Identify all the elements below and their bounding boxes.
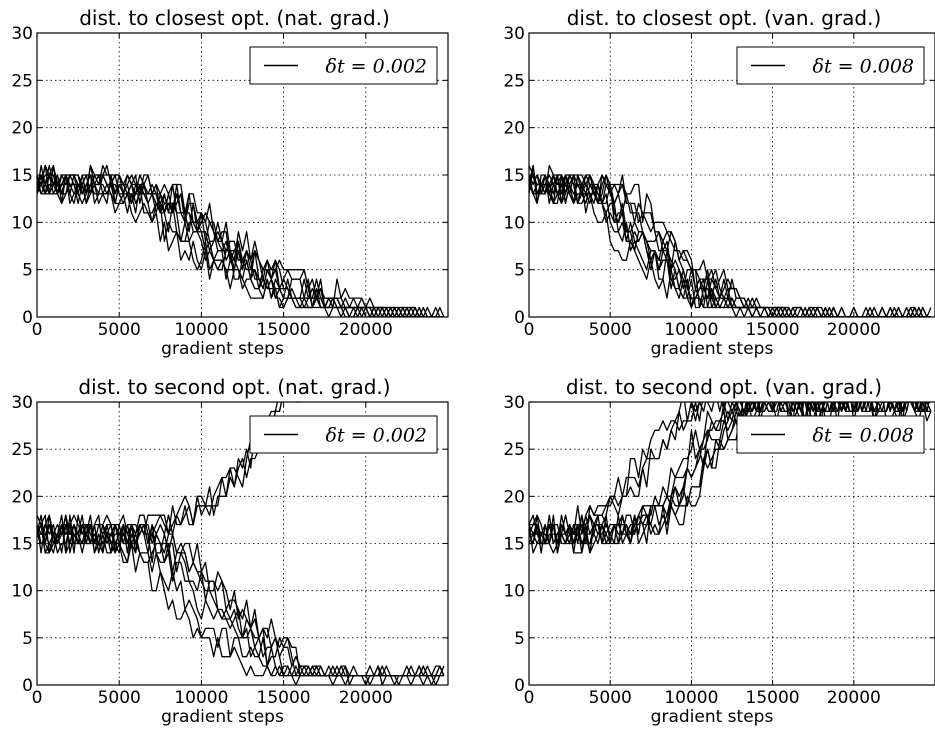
- y-tick-label: 5: [22, 261, 33, 281]
- series-line-6: [37, 402, 404, 545]
- series-line-5: [37, 164, 444, 317]
- series-line-3: [529, 402, 930, 545]
- legend: δt = 0.002: [249, 46, 438, 85]
- series-line-4: [529, 164, 931, 317]
- series-line-3: [37, 174, 444, 317]
- y-tick-label: 0: [22, 308, 33, 328]
- panel-1: 0 5000 10000 15000 20000 0 5 10 15 20 25 30 dist. to…: [11, 6, 449, 359]
- y-tick-label: 25: [503, 440, 525, 460]
- y-tick-label: 15: [503, 535, 525, 555]
- y-tick-label: 10: [503, 582, 525, 602]
- series-group: [529, 164, 932, 317]
- y-tick-label: 25: [11, 440, 33, 460]
- y-tick-label: 10: [503, 213, 525, 233]
- panel-3: 0 5000 10000 15000 20000 0 5 10 15 20 25 30 dist. to…: [11, 375, 449, 727]
- legend-label: δt = 0.002: [326, 56, 427, 78]
- series-group: [529, 402, 932, 554]
- x-tick-label: 0: [524, 688, 535, 708]
- y-tick-label: 15: [11, 166, 33, 186]
- y-tick-label: 20: [503, 119, 525, 139]
- series-line-10: [529, 402, 931, 554]
- y-tick-label: 5: [514, 261, 525, 281]
- y-tick-label: 30: [503, 24, 525, 44]
- chart-title: dist. to second opt. (van. grad.): [566, 375, 882, 399]
- series-line-3: [529, 174, 931, 317]
- x-tick-label: 10000: [664, 688, 718, 708]
- x-tick-label: 5000: [98, 320, 141, 340]
- y-tick-label: 30: [503, 393, 525, 413]
- series-line-10: [37, 514, 444, 685]
- y-tick-label: 5: [514, 629, 525, 649]
- x-tick-label: 0: [32, 320, 43, 340]
- legend-label: δt = 0.002: [326, 425, 427, 447]
- chart-title: dist. to closest opt. (nat. grad.): [79, 6, 390, 30]
- x-axis-label: gradient steps: [651, 707, 774, 727]
- y-tick-label: 15: [11, 535, 33, 555]
- x-tick-label: 20000: [339, 320, 393, 340]
- legend-label: δt = 0.008: [813, 425, 914, 447]
- y-tick-label: 30: [11, 24, 33, 44]
- x-tick-label: 5000: [98, 688, 141, 708]
- x-tick-label: 10000: [664, 320, 718, 340]
- legend: δt = 0.008: [736, 415, 925, 454]
- series-line-7: [529, 402, 931, 545]
- series-line-9: [529, 174, 931, 317]
- x-tick-label: 20000: [339, 688, 393, 708]
- y-tick-label: 25: [503, 71, 525, 91]
- y-tick-label: 0: [514, 308, 525, 328]
- x-tick-label: 10000: [174, 688, 228, 708]
- x-tick-label: 0: [32, 688, 43, 708]
- x-tick-label: 20000: [827, 688, 881, 708]
- legend-label: δt = 0.008: [813, 56, 914, 78]
- panel-4: 0 5000 10000 15000 20000 0 5 10 15 20 25 30 dist. to…: [503, 375, 935, 727]
- series-group: [37, 164, 445, 317]
- series-line-10: [37, 164, 444, 317]
- x-tick-label: 0: [524, 320, 535, 340]
- x-tick-label: 10000: [174, 320, 228, 340]
- x-tick-label: 15000: [257, 688, 311, 708]
- series-line-5: [529, 402, 931, 554]
- y-tick-label: 20: [503, 487, 525, 507]
- legend: δt = 0.008: [736, 46, 925, 85]
- y-tick-label: 15: [503, 166, 525, 186]
- y-tick-label: 25: [11, 71, 33, 91]
- y-tick-label: 20: [11, 487, 33, 507]
- x-tick-label: 5000: [589, 320, 632, 340]
- y-tick-label: 30: [11, 393, 33, 413]
- series-line-9: [37, 402, 279, 554]
- x-tick-label: 15000: [746, 320, 800, 340]
- series-line-9: [37, 164, 444, 317]
- chart-title: dist. to closest opt. (van. grad.): [567, 6, 882, 30]
- y-tick-label: 0: [514, 676, 525, 696]
- y-tick-label: 10: [11, 213, 33, 233]
- legend: δt = 0.002: [249, 415, 438, 454]
- x-axis-label: gradient steps: [651, 339, 774, 359]
- x-axis-label: gradient steps: [161, 339, 284, 359]
- y-tick-label: 0: [22, 676, 33, 696]
- x-tick-label: 5000: [589, 688, 632, 708]
- series-line-10: [529, 164, 931, 317]
- series-line-8: [37, 174, 444, 317]
- y-tick-label: 10: [11, 582, 33, 602]
- series-group: [37, 402, 445, 685]
- x-tick-label: 15000: [746, 688, 800, 708]
- y-tick-label: 5: [22, 629, 33, 649]
- x-tick-label: 15000: [257, 320, 311, 340]
- chart-title: dist. to second opt. (nat. grad.): [78, 375, 390, 399]
- y-tick-label: 20: [11, 119, 33, 139]
- x-axis-label: gradient steps: [161, 707, 284, 727]
- x-tick-label: 20000: [827, 320, 881, 340]
- panel-2: 0 5000 10000 15000 20000 0 5 10 15 20 25 30 dist. to…: [503, 6, 935, 359]
